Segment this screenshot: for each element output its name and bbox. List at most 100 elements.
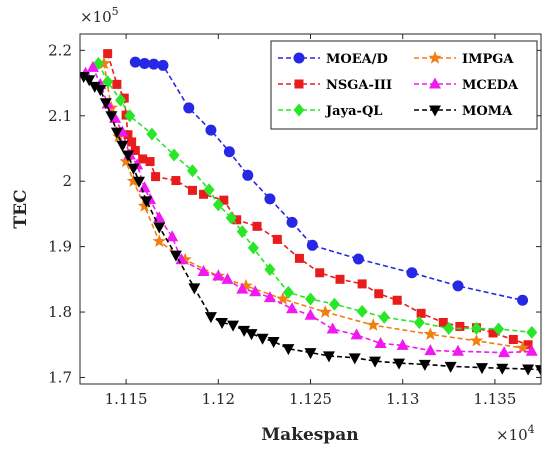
data-point-jaya-ql-16 — [328, 297, 340, 311]
x-tick-label: 1.115 — [105, 390, 148, 408]
data-point-nsga-iii-29 — [508, 335, 518, 345]
legend-marker — [428, 51, 442, 64]
x-axis-label: Makespan — [261, 425, 358, 445]
data-point-impga-12 — [318, 305, 332, 318]
data-point-nsga-iii-10 — [151, 172, 161, 182]
y-tick-label: 2.1 — [48, 107, 72, 125]
data-point-impga-4 — [119, 154, 133, 168]
series-moma — [80, 72, 541, 377]
data-point-moma-6 — [105, 111, 118, 123]
data-point-impga-10 — [239, 278, 253, 292]
data-point-impga-14 — [423, 327, 438, 340]
legend-entry-mceda: MCEDA — [414, 77, 519, 93]
legend-entry-nsga-iii: NSGA-III — [278, 78, 392, 93]
data-point-jaya-ql-8 — [203, 183, 215, 197]
legend-marker — [429, 77, 441, 89]
y-multiplier: ×105 — [80, 5, 119, 26]
data-point-nsga-iii-1 — [103, 49, 113, 59]
data-point-moea-d-12 — [352, 253, 364, 265]
data-point-moma-24 — [304, 348, 317, 360]
data-point-mceda-12 — [166, 230, 179, 242]
data-point-nsga-iii-17 — [272, 234, 282, 244]
data-point-jaya-ql-18 — [378, 310, 390, 324]
data-point-nsga-iii-22 — [374, 289, 384, 299]
data-point-moea-d-8 — [242, 169, 254, 181]
data-point-jaya-ql-9 — [212, 198, 224, 212]
data-point-moma-14 — [169, 250, 182, 262]
x-tick-label: 1.125 — [289, 390, 332, 408]
data-point-moma-17 — [215, 318, 228, 329]
data-point-nsga-iii-13 — [199, 189, 209, 199]
data-point-nsga-iii-15 — [232, 215, 242, 225]
data-point-moma-11 — [133, 176, 146, 188]
data-point-moma-31 — [475, 363, 488, 375]
y-tick-label: 1.7 — [48, 368, 72, 386]
x-tick-label: 1.13 — [386, 390, 419, 408]
y-tick-label: 2 — [62, 172, 72, 190]
data-point-jaya-ql-5 — [146, 127, 158, 141]
data-point-moma-2 — [83, 75, 96, 87]
data-point-nsga-iii-5 — [123, 130, 133, 140]
x-tick-label: 1.135 — [473, 390, 516, 408]
data-point-nsga-iii-20 — [335, 274, 345, 284]
data-point-nsga-iii-11 — [171, 176, 181, 186]
data-point-jaya-ql-12 — [247, 241, 259, 255]
x-multiplier: ×104 — [496, 423, 535, 444]
data-point-nsga-iii-18 — [294, 253, 304, 263]
data-point-jaya-ql-7 — [186, 164, 198, 178]
data-point-nsga-iii-26 — [455, 321, 465, 331]
data-point-jaya-ql-17 — [356, 304, 368, 318]
series-jaya-ql — [92, 56, 538, 339]
data-point-mceda-25 — [396, 338, 409, 350]
data-point-moma-18 — [227, 320, 240, 332]
data-point-moma-28 — [393, 358, 406, 370]
data-point-mceda-18 — [249, 285, 262, 297]
data-point-mceda-15 — [212, 269, 225, 281]
data-point-mceda-19 — [263, 291, 276, 303]
data-point-moma-9 — [121, 150, 134, 162]
data-point-nsga-iii-2 — [112, 79, 122, 89]
data-point-jaya-ql-11 — [236, 225, 248, 239]
data-point-jaya-ql-2 — [102, 75, 114, 89]
data-point-jaya-ql-13 — [264, 263, 276, 277]
data-point-mceda-21 — [304, 308, 317, 320]
data-point-nsga-iii-21 — [357, 279, 367, 289]
data-point-impga-13 — [366, 318, 380, 331]
data-point-moma-7 — [110, 127, 123, 139]
data-point-nsga-iii-24 — [416, 308, 426, 318]
data-point-mceda-26 — [424, 344, 437, 356]
data-point-moma-32 — [496, 363, 509, 375]
data-point-jaya-ql-19 — [413, 316, 425, 329]
legend-label: MOMA — [462, 104, 513, 119]
data-point-nsga-iii-6 — [127, 137, 137, 147]
legend-label: NSGA-III — [326, 78, 392, 93]
y-tick-label: 2.2 — [48, 41, 72, 59]
data-point-mceda-14 — [197, 264, 210, 276]
data-point-mceda-13 — [175, 253, 188, 265]
data-point-mceda-22 — [326, 322, 339, 334]
data-point-moea-d-7 — [223, 146, 235, 158]
data-point-moma-8 — [116, 140, 129, 152]
data-point-mceda-23 — [350, 328, 363, 340]
data-point-mceda-27 — [452, 344, 465, 356]
data-point-moma-5 — [99, 98, 112, 110]
legend-label: MCEDA — [462, 78, 519, 93]
data-point-jaya-ql-23 — [526, 325, 538, 339]
data-point-moma-4 — [94, 85, 107, 97]
data-point-moma-29 — [418, 359, 431, 371]
legend-label: IMPGA — [462, 52, 514, 67]
legend-marker — [294, 79, 304, 89]
data-point-impga-7 — [152, 234, 166, 248]
data-point-moea-d-11 — [306, 239, 318, 251]
legend-entry-impga: IMPGA — [414, 51, 514, 67]
series-moea-d — [129, 56, 529, 306]
legend: MOEA/D IMPGA NSGA-III MCEDA Jaya-QL MOMA — [270, 40, 538, 130]
legend-marker — [429, 105, 441, 117]
data-point-moea-d-4 — [157, 59, 169, 71]
data-point-moma-25 — [322, 351, 335, 363]
data-point-impga-11 — [276, 291, 290, 305]
data-point-moea-d-2 — [139, 57, 151, 69]
data-point-moea-d-6 — [205, 124, 217, 136]
data-point-moma-19 — [238, 325, 251, 337]
